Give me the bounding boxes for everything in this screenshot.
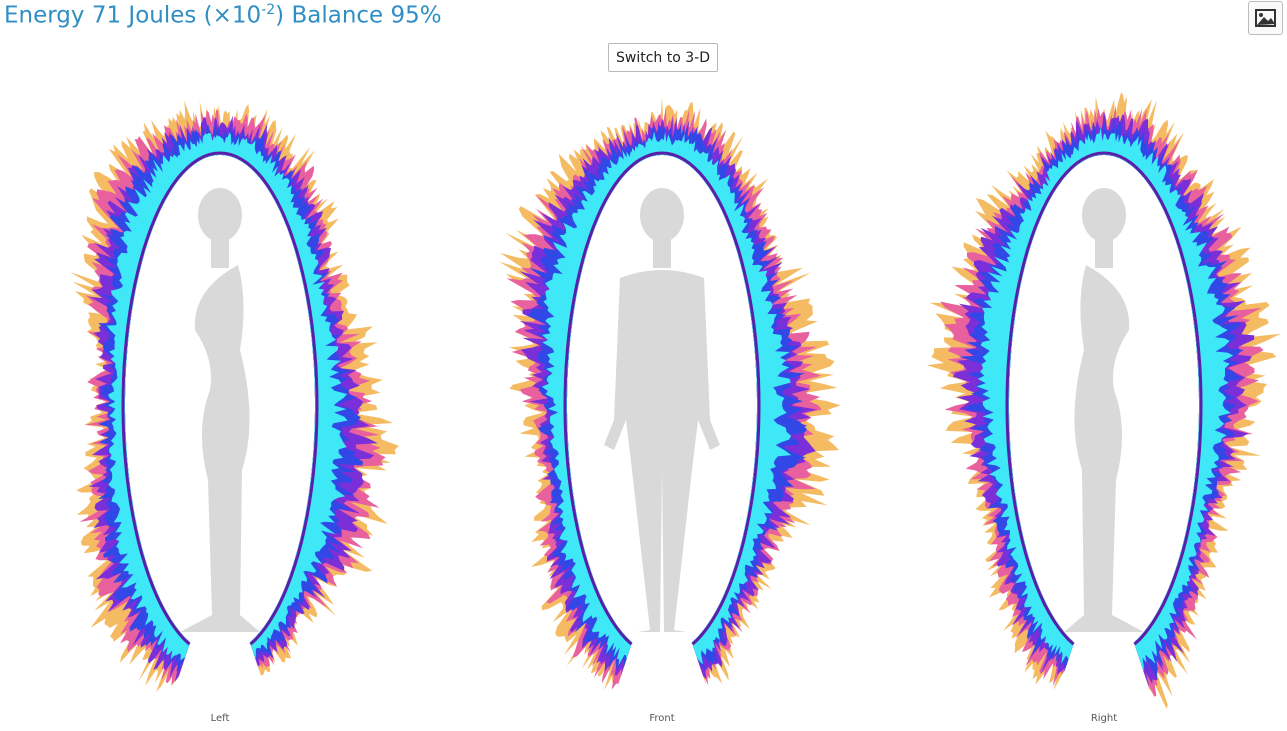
title-end: ) Balance 95%	[275, 2, 442, 29]
aura-inner-edge	[563, 151, 761, 646]
aura-view	[70, 100, 399, 692]
head	[640, 188, 684, 242]
aura-inner-edge	[1005, 151, 1203, 646]
torso	[180, 265, 260, 632]
body-silhouette	[1064, 188, 1144, 632]
head	[198, 188, 242, 242]
image-icon	[1255, 9, 1276, 27]
aura-inner-edge	[121, 151, 319, 646]
torso	[604, 270, 720, 632]
aura-view	[926, 92, 1281, 709]
image-button[interactable]	[1248, 1, 1283, 35]
title-exponent: -2	[261, 2, 276, 18]
view-label: Front	[649, 713, 674, 724]
neck	[1095, 238, 1113, 268]
neck	[653, 238, 671, 268]
title: Energy 71 Joules (×10-2) Balance 95%	[4, 2, 442, 29]
view-label: Left	[211, 713, 230, 724]
title-text: Energy 71 Joules (×10	[4, 2, 262, 29]
neck	[211, 238, 229, 268]
view-label: Right	[1091, 713, 1117, 724]
body-silhouette	[180, 188, 260, 632]
head	[1082, 188, 1126, 242]
aura-view	[498, 97, 841, 691]
body-silhouette	[604, 188, 720, 632]
torso	[1064, 265, 1144, 632]
switch-3d-button[interactable]: Switch to 3-D	[608, 43, 718, 72]
